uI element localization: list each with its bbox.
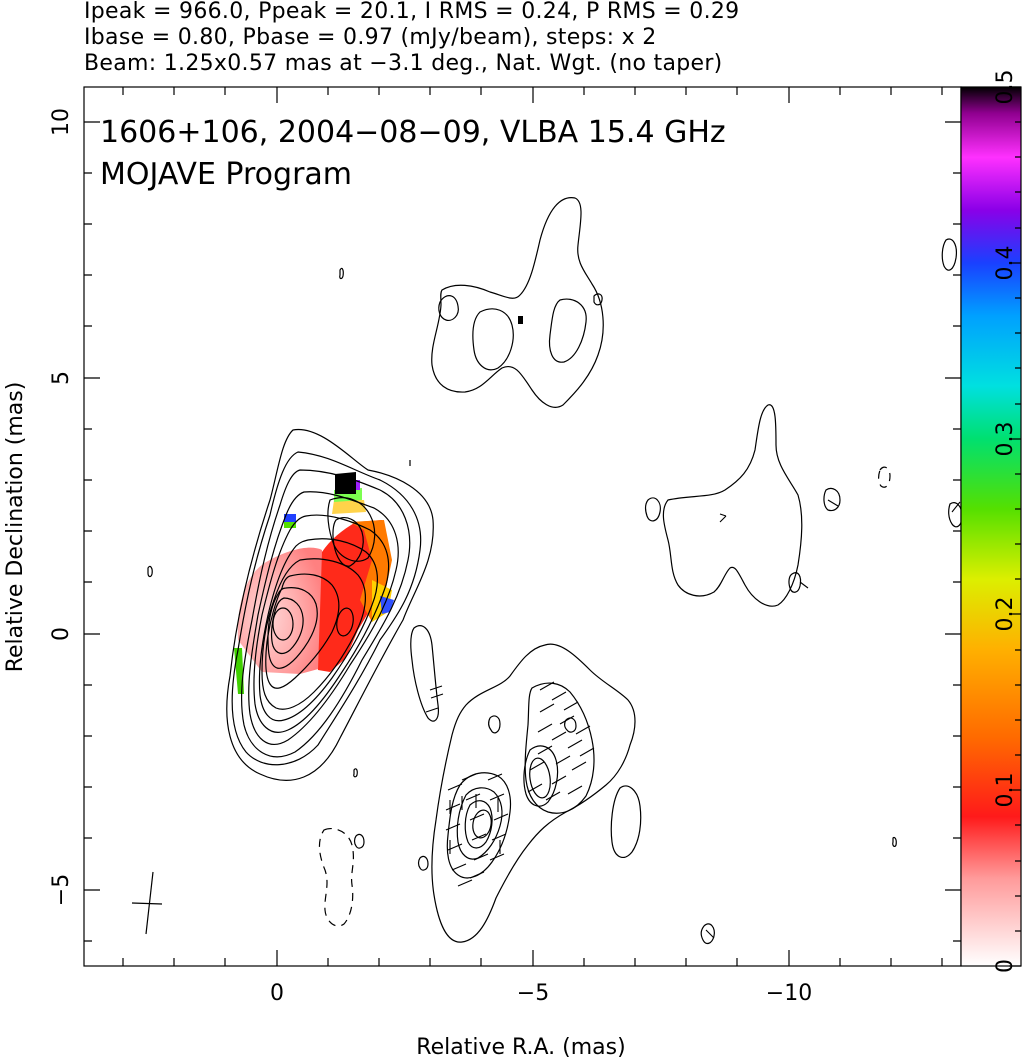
colorbar-frame — [960, 86, 1022, 967]
colorbar-label-5: 0.5 — [993, 70, 1018, 105]
beam-marker — [131, 871, 163, 935]
polarization-vectors — [425, 499, 961, 939]
x-tick-label-1: −5 — [517, 981, 549, 1006]
axis-ticks — [84, 87, 961, 966]
negative-contours — [318, 466, 891, 927]
x-tick-label-2: −10 — [766, 981, 812, 1006]
plot-frame — [83, 86, 962, 967]
colorbar-label-1: 0.1 — [993, 773, 1018, 808]
y-axis-label: Relative Declination (mas) — [3, 382, 28, 673]
header-line-base: Ibase = 0.80, Pbase = 0.97 (mJy/beam), s… — [84, 25, 657, 50]
colorbar-label-0: 0 — [993, 959, 1018, 973]
colorbar-label-4: 0.4 — [993, 246, 1018, 281]
y-tick-label-0: 10 — [49, 108, 74, 136]
colorbar-label-3: 0.3 — [993, 422, 1018, 457]
colorbar-ticks — [1009, 86, 1021, 967]
intensity-contours — [147, 197, 961, 945]
y-tick-label-2: 0 — [49, 627, 74, 641]
y-tick-label-1: 5 — [49, 371, 74, 385]
plot-title: 1606+106, 2004−08−09, VLBA 15.4 GHz — [100, 115, 726, 150]
colorbar-label-2: 0.2 — [993, 597, 1018, 632]
header-line-beam: Beam: 1.25x0.57 mas at −3.1 deg., Nat. W… — [84, 51, 723, 76]
plot-subtitle: MOJAVE Program — [100, 157, 352, 192]
x-tick-label-0: 0 — [270, 981, 284, 1006]
colorbar — [961, 87, 1021, 966]
header-line-peak: Ipeak = 966.0, Ppeak = 20.1, I RMS = 0.2… — [84, 0, 740, 24]
y-tick-label-3: −5 — [49, 874, 74, 906]
x-axis-label: Relative R.A. (mas) — [416, 1035, 625, 1060]
